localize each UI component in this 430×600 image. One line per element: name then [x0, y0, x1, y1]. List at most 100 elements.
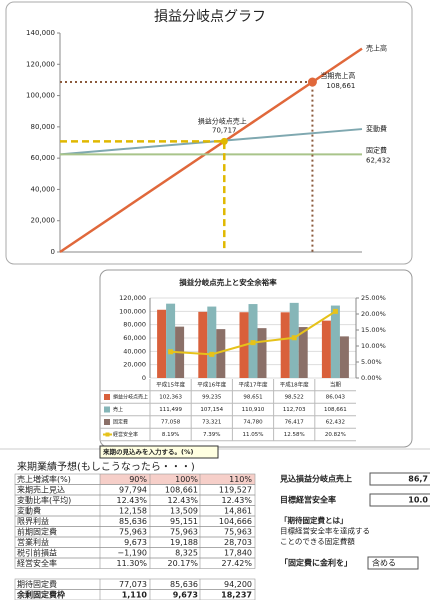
y2-tick-label: 5.00%	[361, 358, 382, 366]
y2-tick-label: 0.00%	[361, 374, 382, 382]
row-label: 税引前損益	[17, 547, 57, 557]
cell-value: 12.43%	[221, 496, 252, 505]
table-value: 102,363	[159, 395, 182, 401]
cell-value: 11.30%	[116, 559, 147, 568]
row-label: 売上増減率(%)	[17, 474, 71, 484]
series-label: 固定費	[366, 145, 387, 154]
row-label: 変動費	[17, 505, 41, 515]
callout-text: 来期の見込みを入力する。(%)	[102, 447, 193, 456]
y-tick-label: 80,000	[31, 123, 56, 131]
bar	[289, 302, 299, 378]
chart-title: 損益分岐点グラフ	[154, 9, 266, 25]
legend-swatch	[104, 406, 110, 413]
cell-value: 77,073	[119, 580, 147, 589]
legend-label: 売上	[113, 406, 123, 413]
table-value: 98,522	[285, 395, 304, 401]
y-tick-label: 60,000	[123, 334, 146, 342]
category-label: 平成17年度	[239, 381, 268, 389]
table-value: 108,661	[324, 407, 347, 413]
annotation: 当期売上高	[320, 71, 355, 80]
y-tick-label: 100,000	[26, 92, 55, 100]
cell-value: 27.42%	[221, 559, 252, 568]
row-label: 営業利益	[17, 537, 49, 547]
line-marker	[209, 351, 215, 357]
bar	[339, 336, 349, 378]
line-marker	[332, 308, 338, 314]
table-value: 86,043	[326, 395, 346, 401]
cell-value: 20.17%	[167, 559, 198, 568]
legend-swatch	[104, 419, 110, 425]
side-label: 見込損益分岐点売上	[279, 474, 352, 484]
y-tick-label: 40,000	[123, 347, 146, 355]
callout	[99, 445, 219, 459]
y-tick-label: 140,000	[26, 29, 55, 37]
table-value: 111,499	[159, 407, 182, 413]
cell-value: 19,188	[170, 538, 198, 547]
y-tick-label: 0	[51, 248, 55, 256]
option-value[interactable]: 含める	[372, 558, 396, 568]
table-value: 112,703	[283, 407, 306, 413]
table-value: 7.39%	[203, 432, 220, 438]
table-value: 74,780	[243, 420, 263, 426]
line-marker	[291, 335, 297, 341]
y2-tick-label: 20.00%	[361, 310, 386, 318]
side-cell	[369, 493, 430, 507]
legend-swatch	[105, 432, 110, 437]
row-label: 経営安全率	[17, 558, 57, 568]
option-cell	[367, 556, 419, 570]
cell-value: 1,110	[122, 590, 148, 599]
row-label: 前期固定費	[17, 526, 57, 536]
row-label: 変動比率(平均)	[17, 495, 71, 505]
cell-value: 110%	[229, 475, 252, 484]
table-value: 62,432	[326, 420, 345, 426]
y-tick-label: 20,000	[123, 361, 146, 369]
cell-value: 12,158	[119, 506, 147, 515]
cell-value: 104,666	[219, 517, 252, 526]
cell-value: 94,200	[224, 580, 252, 589]
table-value: 76,417	[285, 420, 305, 426]
cell-value: 75,963	[224, 527, 252, 536]
table-value: 20.82%	[325, 432, 346, 438]
cell-value: 12.43%	[116, 496, 147, 505]
bar	[216, 329, 226, 378]
cell-value: 17,840	[224, 548, 252, 557]
row-frame	[14, 557, 256, 569]
y-tick-label: 0	[142, 374, 146, 382]
y-tick-label: 120,000	[119, 294, 146, 302]
cell-value: 9,673	[124, 538, 147, 547]
cell-value: 12.43%	[167, 496, 198, 505]
bar	[157, 309, 167, 378]
side-cell	[369, 472, 430, 486]
note: 目標経営安全率を達成する	[280, 526, 370, 536]
y2-tick-label: 25.00%	[361, 294, 386, 302]
table-value: 107,154	[200, 407, 223, 413]
cell-value: 85,636	[119, 517, 147, 526]
row-label: 来期売上見込	[17, 484, 65, 494]
table-value: 77,058	[161, 420, 181, 426]
cell-value: 100%	[175, 475, 198, 484]
y-tick-label: 80,000	[123, 321, 146, 329]
bar	[330, 305, 340, 378]
current-guide	[60, 81, 314, 252]
cell-value: −1,190	[117, 548, 147, 557]
series-line	[59, 128, 363, 156]
cell-value: 14,861	[224, 506, 252, 515]
bar	[198, 311, 208, 378]
cell-value: 90%	[129, 475, 147, 484]
sheet-title: 来期業績予想(もしこうなったら・・・)	[17, 460, 195, 473]
table-value: 110,910	[242, 407, 265, 413]
cell-value: 8,325	[175, 548, 198, 557]
side-value: 10.0	[408, 496, 428, 505]
y2-tick-label: 10.00%	[361, 342, 386, 350]
note: ことのできる固定費額	[280, 536, 355, 546]
category-label: 平成18年度	[280, 381, 309, 389]
option-label: 「固定費に金利を」	[280, 558, 352, 568]
row-label: 期待固定費	[17, 579, 57, 589]
row-label: 余剰固定費枠	[16, 589, 65, 599]
y-tick-label: 60,000	[31, 154, 56, 162]
line-marker	[168, 349, 174, 355]
chart-title: 損益分岐点売上と安全余裕率	[179, 277, 277, 287]
annotation-value: 70,717	[212, 126, 237, 134]
bar	[280, 312, 290, 378]
